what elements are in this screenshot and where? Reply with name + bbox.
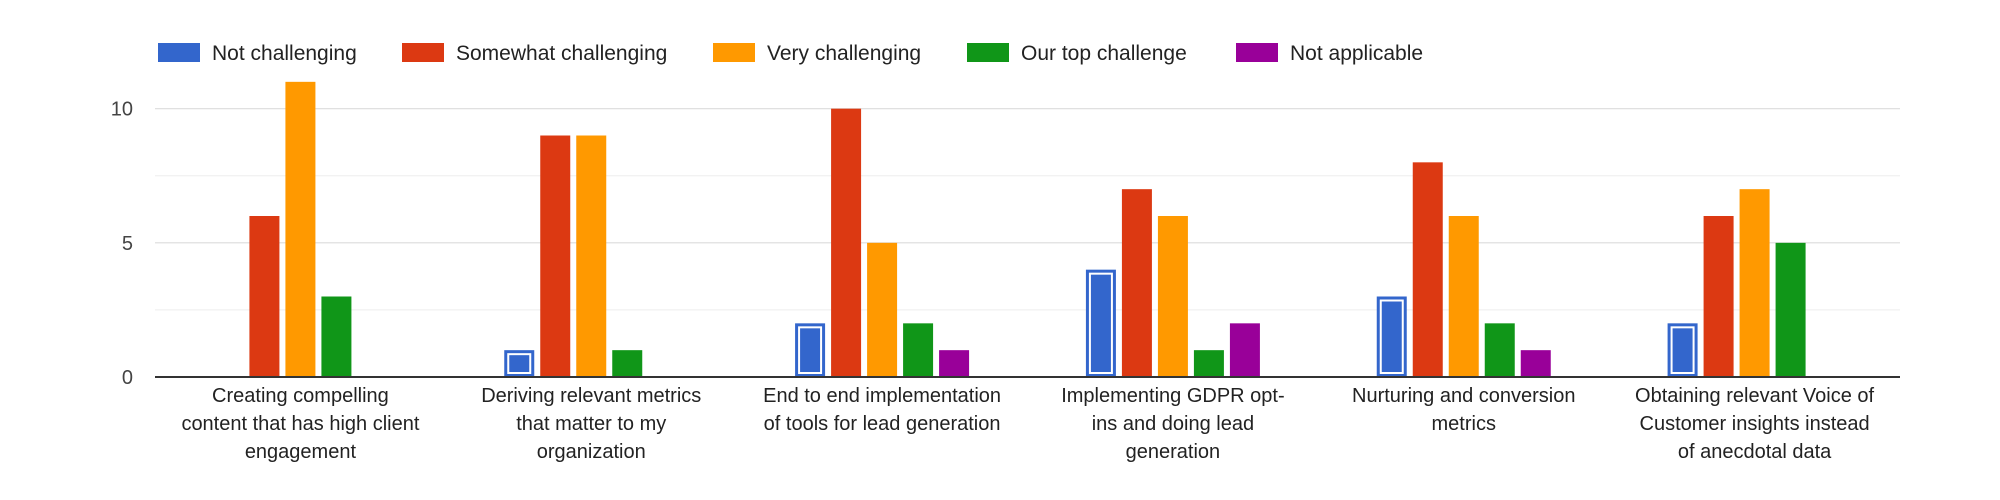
category-label-line: engagement (245, 441, 357, 463)
bar (1775, 242, 1806, 377)
legend-label: Somewhat challenging (456, 42, 667, 65)
legend-swatch (402, 43, 444, 62)
x-axis-categories: Creating compelling content that has high… (181, 385, 1874, 463)
bar (285, 81, 316, 377)
legend-item: Not applicable (1236, 42, 1423, 65)
bar (939, 350, 970, 377)
bar (831, 108, 862, 378)
bars (249, 81, 1806, 378)
legend-item: Not challenging (158, 42, 357, 65)
bar-highlight (1670, 326, 1695, 375)
category-label: Creating compelling content that has high… (181, 385, 419, 463)
bar (1157, 216, 1188, 377)
bar (1229, 323, 1260, 377)
bar (1739, 189, 1770, 377)
bar (612, 350, 643, 377)
category-label-line: End to end implementation (763, 385, 1001, 407)
bar (1520, 350, 1551, 377)
category-label-line: that matter to my (516, 413, 666, 435)
gridlines (155, 108, 1900, 311)
y-tick-label: 0 (122, 367, 133, 389)
bar (867, 242, 898, 377)
legend-swatch (1236, 43, 1278, 62)
bar (321, 296, 352, 377)
category-label-line: metrics (1432, 413, 1496, 435)
category-label-line: organization (537, 441, 646, 463)
y-tick-label: 10 (111, 99, 133, 121)
legend-item: Very challenging (713, 42, 921, 65)
category-label-line: Creating compelling (212, 385, 389, 407)
bar-highlight (1088, 272, 1113, 374)
bar (1703, 216, 1734, 377)
category-label-line: Implementing GDPR opt- (1061, 385, 1284, 407)
legend-label: Not applicable (1290, 42, 1423, 65)
legend: Not challenging Somewhat challenging Very … (158, 42, 1423, 65)
category-label: Obtaining relevant Voice of Customer insi… (1635, 385, 1874, 463)
bar (1193, 350, 1224, 377)
legend-swatch (967, 43, 1009, 62)
bar (249, 216, 280, 377)
category-label-line: ins and doing lead (1092, 413, 1254, 435)
category-label-line: of tools for lead generation (764, 413, 1001, 435)
category-label-line: content that has high client (181, 413, 419, 435)
bar (1448, 216, 1479, 377)
bar-highlight (1379, 299, 1404, 374)
bar (1484, 323, 1515, 377)
bar (1121, 189, 1152, 377)
category-label-line: Nurturing and conversion (1352, 385, 1575, 407)
bar (1412, 162, 1443, 377)
bar (576, 135, 607, 377)
category-label: Nurturing and conversion metrics (1352, 385, 1575, 435)
legend-item: Somewhat challenging (402, 42, 667, 65)
legend-swatch (713, 43, 755, 62)
y-axis-ticks: 0 5 10 (111, 99, 133, 389)
y-tick-label: 5 (122, 233, 133, 255)
category-label-line: Customer insights instead (1640, 413, 1870, 435)
bar (540, 135, 571, 377)
legend-label: Our top challenge (1021, 42, 1187, 65)
bar-highlight (798, 326, 823, 375)
bar-highlight (507, 353, 532, 374)
category-label-line: Deriving relevant metrics (481, 385, 701, 407)
bar (903, 323, 934, 377)
category-label: End to end implementation of tools for le… (763, 385, 1001, 435)
legend-label: Very challenging (767, 42, 921, 65)
category-label-line: generation (1126, 441, 1221, 463)
legend-item: Our top challenge (967, 42, 1187, 65)
legend-swatch (158, 43, 200, 62)
category-label: Deriving relevant metrics that matter to … (481, 385, 701, 463)
category-label: Implementing GDPR opt-ins and doing lead… (1061, 385, 1284, 463)
category-label-line: Obtaining relevant Voice of (1635, 385, 1874, 407)
legend-label: Not challenging (212, 42, 357, 65)
category-label-line: of anecdotal data (1678, 441, 1832, 463)
